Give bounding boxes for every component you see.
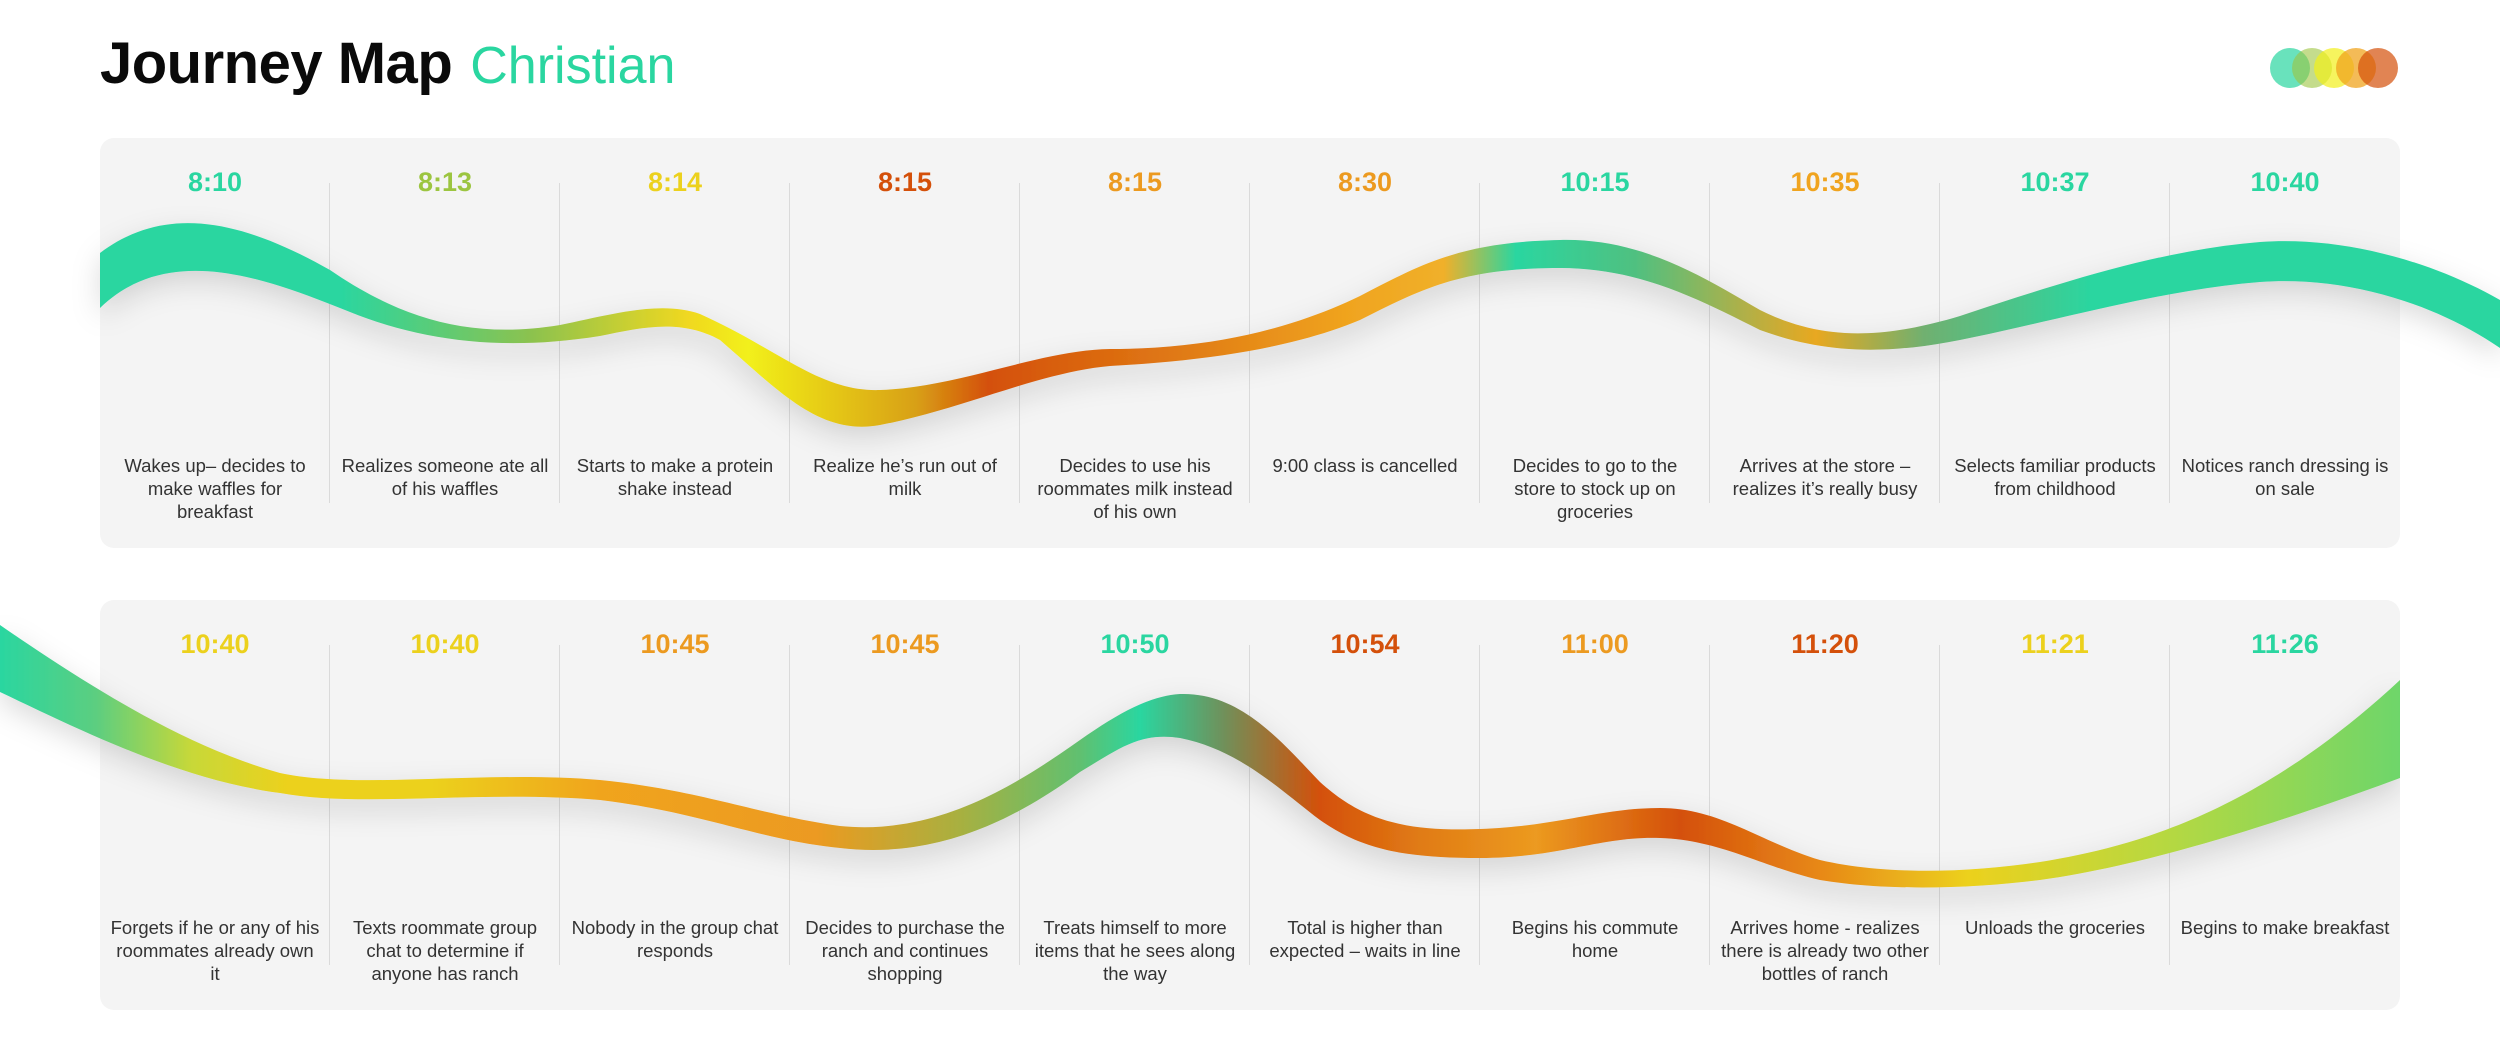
step-description: Notices ranch dressing is on sale: [2181, 455, 2389, 499]
step-description: Forgets if he or any of his roommates al…: [110, 917, 320, 984]
legend-dot: [2358, 48, 2398, 88]
step-time: 8:15: [1107, 167, 1163, 197]
journey-row-2: 10:40 Forgets if he or any of his roommat…: [100, 600, 2400, 1010]
emotion-color-legend: [2270, 48, 2402, 90]
journey-step: 10:45 Decides to purchase the ranch and c…: [790, 600, 1020, 1010]
journey-step: 8:15 Realize he’s run out of milk: [790, 138, 1020, 548]
journey-step: 8:13 Realizes someone ate all of his waff…: [330, 138, 560, 548]
step-time: 10:50: [1100, 629, 1170, 659]
step-description: Unloads the groceries: [1965, 917, 2145, 938]
step-description: Treats himself to more items that he see…: [1034, 917, 1236, 984]
journey-step: 8:10 Wakes up– decides to make waffles fo…: [100, 138, 330, 548]
step-time: 8:30: [1337, 167, 1393, 197]
journey-step: 8:14 Starts to make a protein shake inste…: [560, 138, 790, 548]
journey-row-1: 8:10 Wakes up– decides to make waffles fo…: [100, 138, 2400, 548]
step-time: 10:35: [1790, 167, 1860, 197]
step-time: 8:13: [417, 167, 473, 197]
step-description: Nobody in the group chat responds: [571, 917, 779, 961]
step-time: 8:10: [187, 167, 243, 197]
journey-step: 10:40 Notices ranch dressing is on sale: [2170, 138, 2400, 548]
step-description: Realize he’s run out of milk: [813, 455, 997, 499]
step-time: 11:20: [1791, 629, 1859, 659]
page-title: Journey Map: [100, 31, 453, 96]
journey-step: 11:20 Arrives home - realizes there is al…: [1710, 600, 1940, 1010]
step-time: 8:15: [877, 167, 933, 197]
journey-step: 8:15 Decides to use his roommates milk in…: [1020, 138, 1250, 548]
step-time: 10:40: [180, 629, 250, 659]
journey-step: 10:40 Forgets if he or any of his roommat…: [100, 600, 330, 1010]
journey-step: 11:21 Unloads the groceries: [1940, 600, 2170, 1010]
journey-step: 10:37 Selects familiar products from chil…: [1940, 138, 2170, 548]
step-description: Wakes up– decides to make waffles for br…: [124, 455, 306, 522]
step-description: Decides to use his roommates milk instea…: [1037, 455, 1233, 522]
header: Journey Map Christian: [100, 30, 675, 110]
step-time: 10:54: [1330, 629, 1400, 659]
step-description: 9:00 class is cancelled: [1272, 455, 1458, 476]
journey-step: 10:54 Total is higher than expected – wai…: [1250, 600, 1480, 1010]
step-time: 10:37: [2020, 167, 2090, 197]
journey-step: 11:26 Begins to make breakfast: [2170, 600, 2400, 1010]
step-time: 11:21: [2021, 629, 2089, 659]
journey-step: 10:40 Texts roommate group chat to determ…: [330, 600, 560, 1010]
step-description: Total is higher than expected – waits in…: [1269, 917, 1461, 961]
step-description: Begins to make breakfast: [2180, 917, 2390, 938]
journey-step: 8:30 9:00 class is cancelled: [1250, 138, 1480, 548]
step-description: Decides to purchase the ranch and contin…: [805, 917, 1005, 984]
step-description: Realizes someone ate all of his waffles: [341, 455, 549, 499]
step-description: Arrives home - realizes there is already…: [1721, 917, 1929, 984]
journey-step: 10:50 Treats himself to more items that h…: [1020, 600, 1250, 1010]
step-time: 10:45: [870, 629, 940, 659]
journey-step: 11:00 Begins his commute home: [1480, 600, 1710, 1010]
step-time: 11:26: [2251, 629, 2319, 659]
step-time: 10:15: [1560, 167, 1630, 197]
step-description: Starts to make a protein shake instead: [576, 455, 774, 499]
step-description: Decides to go to the store to stock up o…: [1512, 455, 1678, 522]
step-description: Texts roommate group chat to determine i…: [352, 917, 538, 984]
step-description: Arrives at the store – realizes it’s rea…: [1732, 455, 1918, 499]
journey-step: 10:45 Nobody in the group chat responds: [560, 600, 790, 1010]
persona-name: Christian: [470, 37, 676, 95]
step-time: 10:40: [410, 629, 480, 659]
journey-step: 10:15 Decides to go to the store to stock…: [1480, 138, 1710, 548]
step-time: 10:45: [640, 629, 710, 659]
step-time: 11:00: [1561, 629, 1629, 659]
step-description: Begins his commute home: [1511, 917, 1679, 961]
step-description: Selects familiar products from childhood: [1954, 455, 2156, 499]
journey-step: 10:35 Arrives at the store – realizes it’…: [1710, 138, 1940, 548]
step-time: 8:14: [647, 167, 703, 197]
step-time: 10:40: [2250, 167, 2320, 197]
